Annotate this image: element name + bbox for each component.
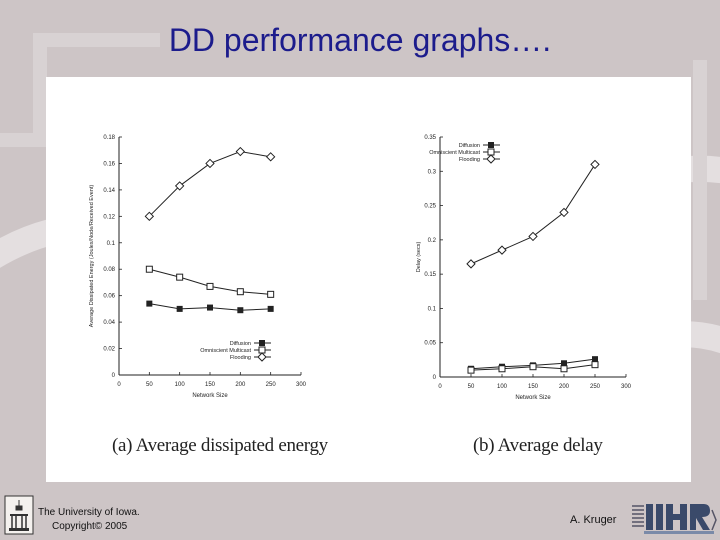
- chart-a-y-tick-label: 0.04: [103, 320, 115, 326]
- chart-a-y-tick-label: 0.02: [103, 347, 115, 353]
- chart-a-y-axis-label: Average Dissipated Energy (Joules/Node/R…: [89, 185, 95, 328]
- chart-b-data-point: [590, 159, 600, 170]
- chart-a-legend-marker: [257, 352, 267, 362]
- chart-a-data-point: [144, 211, 155, 222]
- chart-b-data-point: [528, 231, 538, 242]
- chart-b-y-axis-label: Delay (secs): [416, 242, 422, 273]
- chart-a-data-point: [236, 288, 244, 296]
- chart-a-y-tick-label: 0.08: [103, 267, 115, 273]
- chart-a-legend-label: Diffusion: [230, 341, 251, 347]
- chart-b-x-tick-label: 250: [590, 384, 601, 390]
- chart-b-data-point: [561, 360, 567, 367]
- chart-a-x-tick-label: 300: [296, 382, 307, 388]
- chart-a-y-tick-label: 0.1: [107, 241, 116, 247]
- chart-a-x-tick-label: 250: [266, 382, 277, 388]
- chart-b-x-tick-label: 50: [468, 384, 475, 390]
- footer-university: The University of Iowa.: [38, 507, 140, 518]
- chart-b-data-point: [559, 207, 569, 218]
- chart-b-legend-label: Flooding: [459, 157, 480, 163]
- chart-b-legend-label: Diffusion: [459, 143, 480, 149]
- chart-a-data-point: [207, 304, 213, 311]
- chart-a-y-tick-label: 0.12: [103, 214, 115, 220]
- chart-a-y-tick-label: 0.06: [103, 294, 115, 300]
- performance-charts: 0 50 100 150 200 250 300 0 0.02 0.04 0.06 0.08 0.1 0.…: [89, 135, 632, 401]
- chart-b-caption: (b) Average delay: [473, 435, 603, 456]
- chart-b-data-point: [529, 363, 537, 371]
- chart-a-data-point: [205, 158, 215, 169]
- footer-copyright-year: Copyright© 2005: [52, 521, 128, 532]
- chart-a-legend-label: Omniscient Multicast: [200, 348, 251, 354]
- chart-b-x-axis-label: Network Size: [515, 395, 551, 401]
- chart-b-data-point: [466, 259, 476, 269]
- chart-a-data-point: [265, 152, 276, 162]
- chart-b-y-tick-label: 0: [433, 375, 437, 381]
- chart-a-x-tick-label: 200: [235, 382, 246, 388]
- footer-copyright: The University of Iowa. Copyright© 2005: [38, 506, 140, 534]
- chart-a-data-point: [237, 307, 244, 314]
- chart-b-x-tick-label: 100: [497, 384, 508, 390]
- chart-a-x-axis-label: Network Size: [192, 393, 228, 399]
- iihr-logo-icon: [630, 500, 718, 536]
- chart-a-legend-marker: [258, 346, 266, 354]
- chart-a-data-point: [174, 181, 185, 191]
- chart-b-data-point: [497, 245, 507, 255]
- chart-b-y-tick-label: 0.05: [424, 341, 436, 347]
- chart-a-x-tick-label: 100: [175, 382, 186, 388]
- chart-a-legend-label: Flooding: [230, 355, 251, 361]
- chart-b-y-tick-label: 0.15: [424, 272, 436, 278]
- figure-panel: 0 50 100 150 200 250 300 0 0.02 0.04 0.06 0.08 0.1 0.…: [46, 77, 691, 482]
- chart-b-data-point: [467, 366, 475, 374]
- chart-b-x-tick-label: 300: [621, 384, 632, 390]
- chart-b-x-tick-label: 0: [438, 384, 442, 390]
- chart-b-y-tick-label: 0.1: [428, 306, 437, 312]
- chart-b-y-tick-label: 0.35: [424, 135, 436, 141]
- chart-b-y-tick-label: 0.3: [428, 169, 437, 175]
- chart-b-legend-marker: [487, 148, 495, 156]
- chart-a-data-point: [267, 290, 275, 298]
- chart-a-y-tick-label: 0.14: [103, 188, 115, 194]
- chart-a-y-tick-label: 0.18: [103, 135, 115, 141]
- chart-b-y-tick-label: 0.25: [424, 204, 436, 210]
- chart-a-data-point: [146, 300, 153, 307]
- chart-a-y-tick-label: 0.16: [103, 161, 115, 167]
- chart-b-data-point: [592, 356, 598, 363]
- chart-b-data-point: [591, 361, 599, 369]
- chart-b-legend-marker: [488, 142, 494, 148]
- chart-a-caption: (a) Average dissipated energy: [112, 435, 328, 456]
- chart-a-data-point: [206, 282, 214, 290]
- chart-a-legend-marker: [259, 340, 265, 346]
- chart-average-delay: 0 50 100 150 200 250 300 0 0.05 0.1 0.15 0.2 0.25 0.3…: [416, 135, 632, 401]
- chart-average-dissipated-energy: 0 50 100 150 200 250 300 0 0.02 0.04 0.06 0.08 0.1 0.…: [89, 135, 307, 399]
- chart-a-x-tick-label: 50: [146, 382, 153, 388]
- chart-b-data-point: [498, 365, 506, 373]
- chart-a-data-point: [176, 273, 184, 281]
- chart-a-data-point: [235, 146, 246, 157]
- chart-b-x-tick-label: 150: [528, 384, 539, 390]
- chart-a-y-tick-label: 0: [112, 373, 116, 379]
- slide-title: DD performance graphs….: [168, 22, 552, 58]
- chart-a-series-line: [149, 268, 271, 295]
- chart-a-x-tick-label: 0: [117, 382, 121, 388]
- chart-a-data-point: [176, 305, 183, 312]
- chart-b-series-line: [470, 164, 596, 265]
- chart-b-x-tick-label: 200: [559, 384, 570, 390]
- chart-b-data-point: [560, 365, 568, 373]
- chart-b-legend-label: Omniscient Multicast: [429, 150, 480, 156]
- footer-author: A. Kruger: [570, 514, 617, 526]
- chart-a-data-point: [267, 305, 274, 312]
- university-seal-icon: [4, 495, 34, 535]
- chart-a-x-tick-label: 150: [205, 382, 216, 388]
- chart-b-y-tick-label: 0.2: [428, 238, 437, 244]
- chart-a-data-point: [145, 265, 153, 273]
- chart-b-legend-marker: [486, 154, 496, 164]
